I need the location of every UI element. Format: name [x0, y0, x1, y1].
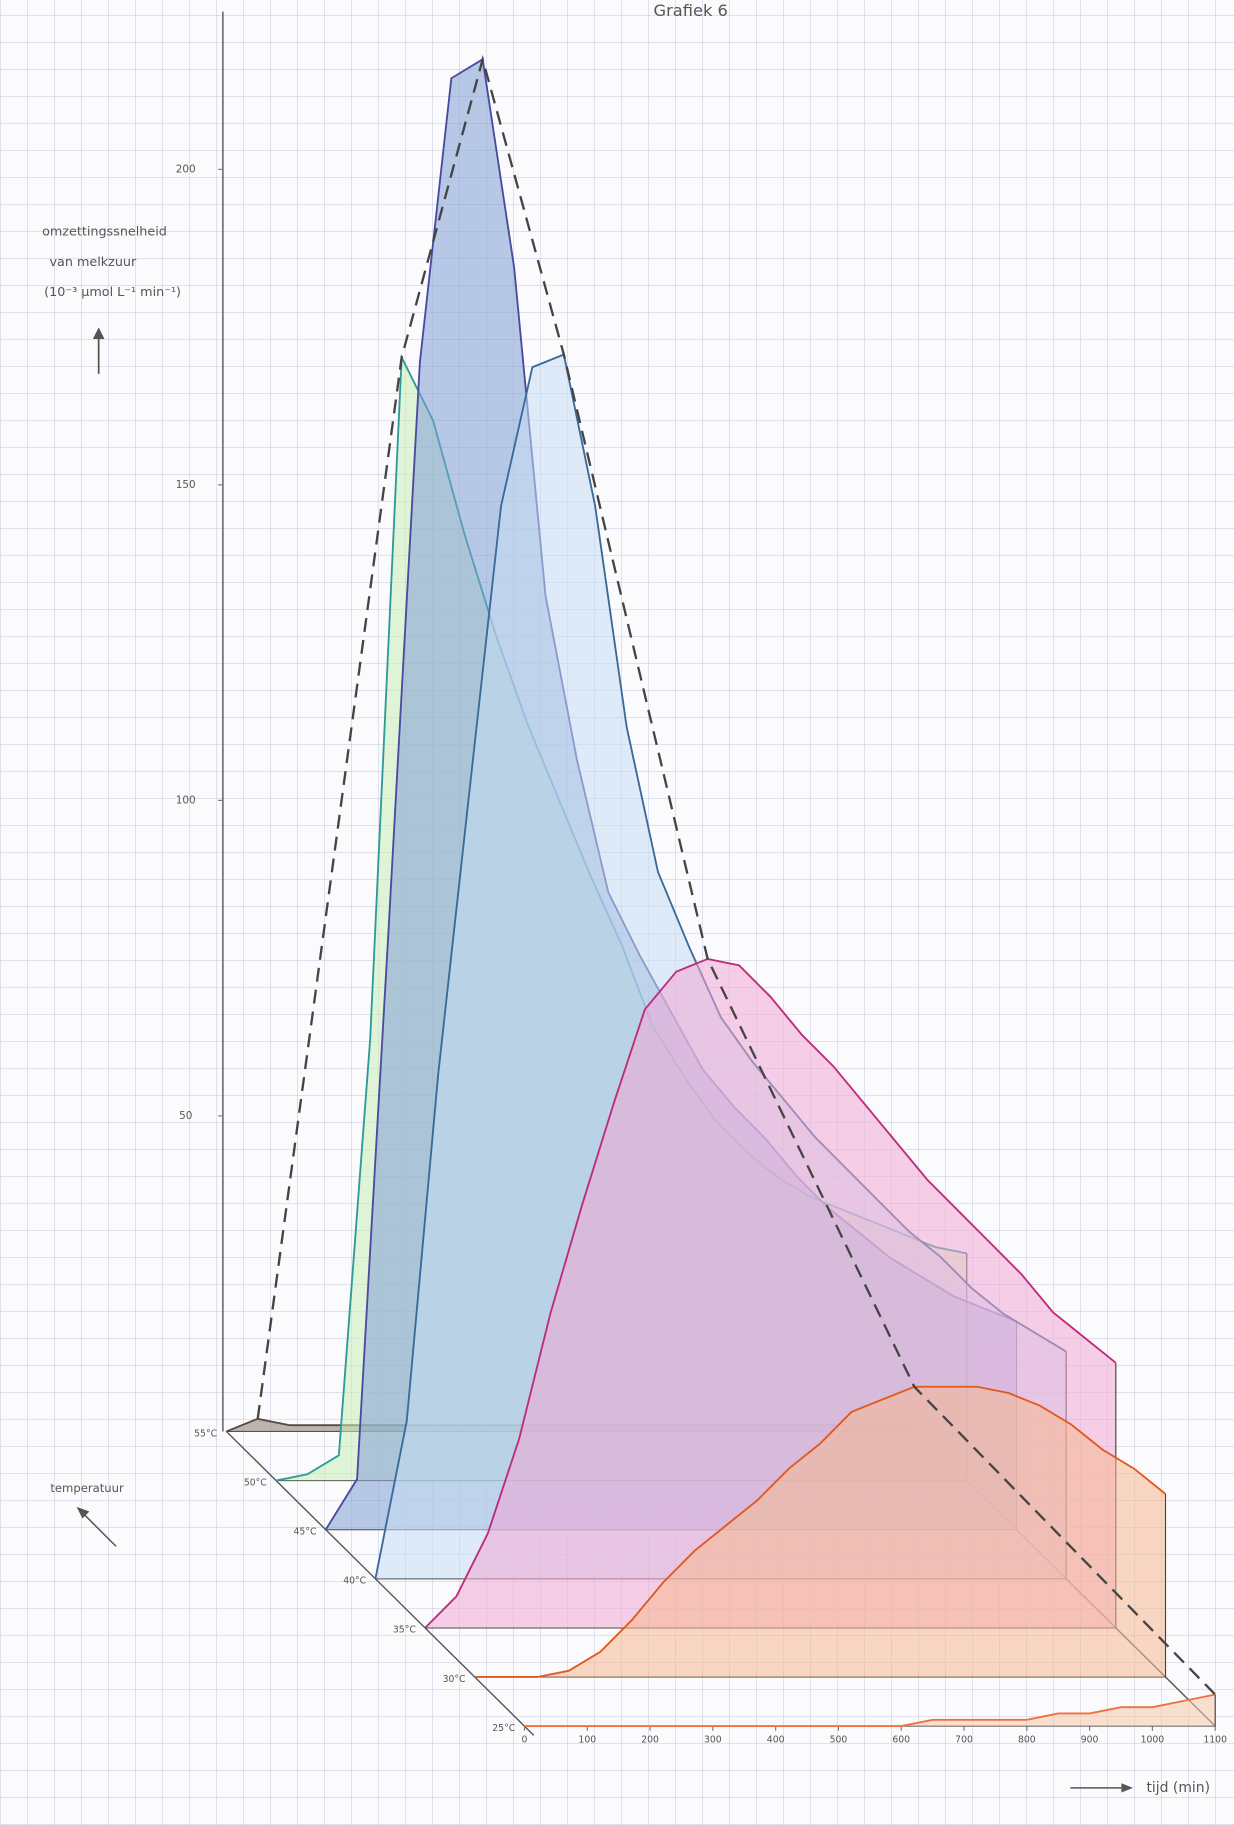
y-tick-label: 100: [176, 794, 196, 806]
row-label: 35°C: [393, 1625, 416, 1636]
area: [524, 1694, 1216, 1727]
z-axis-label: temperatuur: [50, 1481, 124, 1495]
x-tick-label: 500: [830, 1735, 848, 1746]
x-tick-label: 400: [767, 1735, 785, 1746]
arrow-head: [1121, 1783, 1134, 1793]
arrow-head: [92, 327, 105, 339]
y-tick-label: 50: [179, 1110, 192, 1122]
x-tick-label: 0: [522, 1735, 528, 1746]
y-axis-label: van melkzuur: [49, 255, 137, 270]
y-tick-label: 200: [176, 163, 196, 175]
x-tick-label: 1000: [1141, 1735, 1165, 1746]
row-label: 25°C: [492, 1723, 515, 1734]
x-tick-label: 1100: [1203, 1735, 1227, 1746]
x-tick-label: 800: [1018, 1735, 1036, 1746]
row-label: 50°C: [244, 1477, 267, 1488]
x-tick-label: 900: [1081, 1735, 1099, 1746]
z-axis: [225, 1430, 535, 1736]
x-tick-label: 700: [955, 1735, 973, 1746]
chart-title: Grafiek 6: [654, 1, 728, 20]
peak-envelope: [256, 54, 1217, 1696]
row-label: 30°C: [443, 1674, 466, 1685]
y-tick-label: 150: [176, 479, 196, 491]
row-label: 40°C: [343, 1576, 366, 1587]
line: [474, 1385, 1167, 1678]
area: [474, 1386, 1166, 1677]
y-axis-label: omzettingssnelheid: [42, 225, 167, 240]
arrow-head: [76, 1506, 90, 1519]
arrow: [80, 1511, 117, 1547]
line: [524, 1693, 1216, 1728]
row-label: 45°C: [294, 1526, 317, 1537]
x-tick-label: 300: [704, 1735, 722, 1746]
y-axis-label: (10⁻³ µmol L⁻¹ min⁻¹): [44, 285, 181, 300]
x-tick-label: 600: [892, 1735, 910, 1746]
row-label: 55°C: [194, 1428, 217, 1439]
line: [424, 957, 1117, 1629]
x-tick-label: 100: [578, 1735, 596, 1746]
x-tick-label: 200: [641, 1735, 659, 1746]
x-axis-label: tijd (min): [1146, 1780, 1210, 1796]
